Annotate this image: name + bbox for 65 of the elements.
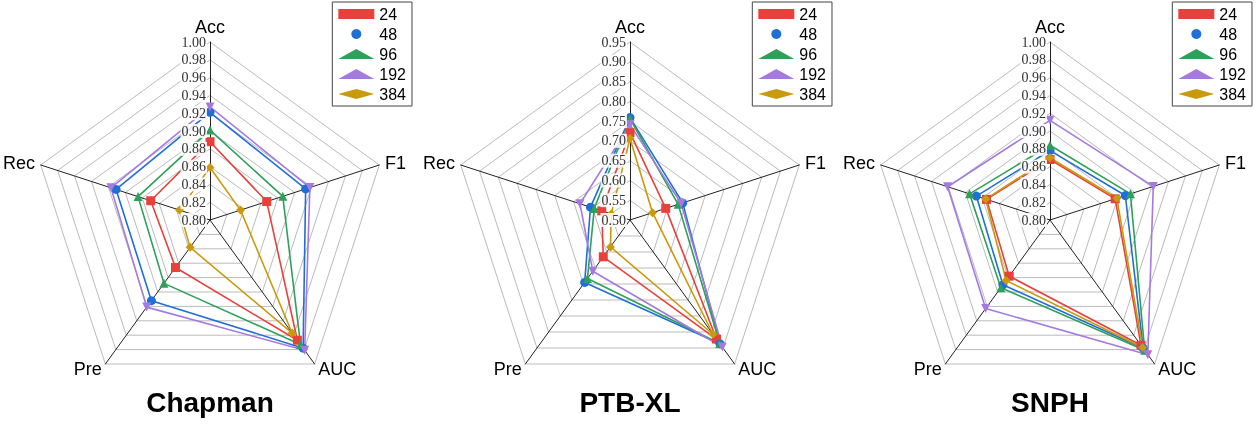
legend-label: 96	[1219, 45, 1238, 63]
y-tick-label: 0.98	[1021, 52, 1046, 68]
legend-label: 192	[1219, 65, 1247, 83]
spoke-label: Rec	[422, 153, 456, 174]
y-tick-label: 0.85	[601, 74, 626, 90]
y-tick-label: 0.92	[181, 105, 206, 121]
y-tick-label: 0.90	[181, 123, 206, 139]
legend-label: 48	[379, 25, 398, 43]
spoke-label: Acc	[1034, 17, 1066, 37]
y-tick-label: 0.60	[601, 172, 626, 188]
spoke-label: AUC	[1158, 358, 1197, 379]
legend-label: 384	[1219, 85, 1247, 103]
spoke-label: F1	[804, 153, 827, 174]
y-tick-label: 0.84	[181, 176, 206, 192]
y-tick-label: 0.50	[601, 212, 626, 228]
y-tick-label: 0.80	[181, 212, 206, 228]
spoke-label: Pre	[73, 358, 102, 379]
spoke-label: F1	[1224, 153, 1247, 174]
legend-label: 192	[799, 65, 827, 83]
text: SNPH	[1011, 386, 1089, 418]
y-tick-label: 0.84	[1021, 176, 1046, 192]
text: Chapman	[146, 386, 274, 418]
y-tick-label: 0.55	[601, 192, 626, 208]
legend-label: 24	[1219, 5, 1238, 23]
y-tick-label: 0.80	[601, 93, 626, 109]
y-tick-label: 0.90	[1021, 123, 1046, 139]
y-tick-label: 0.94	[181, 87, 206, 103]
y-tick-label: 0.75	[601, 113, 626, 129]
y-tick-label: 0.82	[181, 194, 206, 210]
y-tick-label: 0.96	[1021, 70, 1046, 86]
y-tick-label: 0.96	[181, 70, 206, 86]
y-tick-label: 0.86	[1021, 159, 1046, 175]
spoke-label: Pre	[913, 358, 942, 379]
y-tick-label: 0.98	[181, 52, 206, 68]
y-tick-label: 0.88	[181, 141, 206, 157]
legend-label: 48	[799, 25, 818, 43]
spoke-label: AUC	[738, 358, 777, 379]
spoke-label: Rec	[2, 153, 36, 174]
y-tick-label: 0.86	[181, 159, 206, 175]
legend-label: 192	[379, 65, 407, 83]
spoke-label: Rec	[842, 153, 876, 174]
y-tick-label: 0.82	[1021, 194, 1046, 210]
y-tick-label: 1.00	[181, 34, 206, 50]
spoke-label: Acc	[194, 17, 226, 37]
y-tick-label: 0.90	[601, 54, 626, 70]
y-tick-label: 0.95	[601, 34, 626, 50]
legend-label: 24	[379, 5, 398, 23]
spoke-label: Pre	[493, 358, 522, 379]
text: PTB-XL	[579, 386, 681, 418]
legend-label: 96	[379, 45, 398, 63]
y-tick-label: 0.88	[1021, 141, 1046, 157]
legend-label: 384	[799, 85, 827, 103]
legend-label: 96	[799, 45, 818, 63]
spoke-label: AUC	[318, 358, 357, 379]
spoke-label: Acc	[614, 17, 646, 37]
y-tick-label: 0.80	[1021, 212, 1046, 228]
y-tick-label: 0.70	[601, 133, 626, 149]
spoke-label: F1	[384, 153, 407, 174]
y-tick-label: 0.92	[1021, 105, 1046, 121]
legend-label: 48	[1219, 25, 1238, 43]
legend-label: 384	[379, 85, 407, 103]
y-tick-label: 1.00	[1021, 34, 1046, 50]
y-tick-label: 0.94	[1021, 87, 1046, 103]
legend-label: 24	[799, 5, 818, 23]
y-tick-label: 0.65	[601, 153, 626, 169]
